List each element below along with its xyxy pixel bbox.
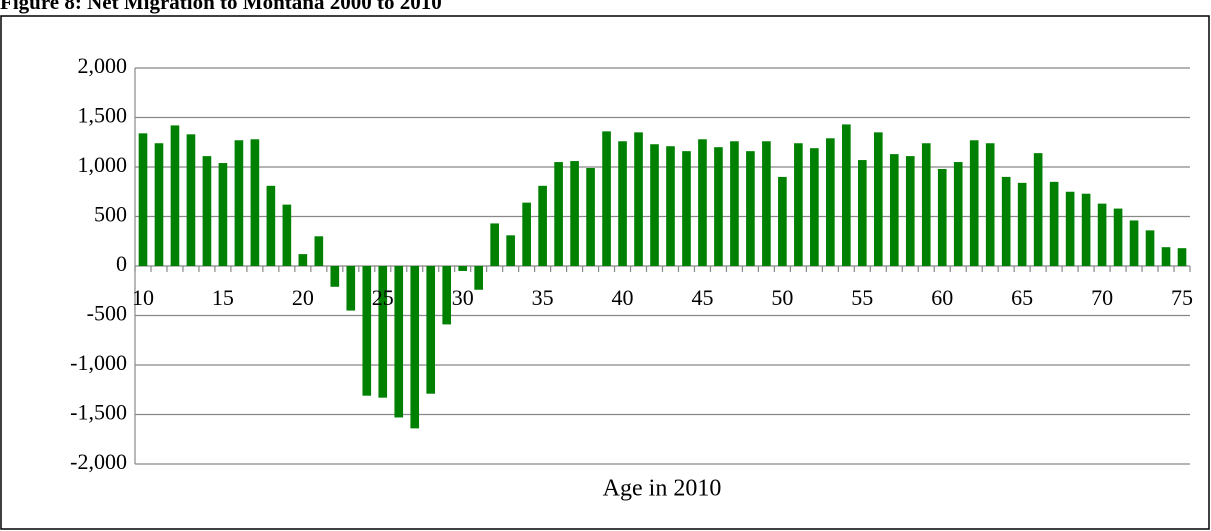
bar [714,147,723,266]
bar [378,266,388,398]
bar [346,266,356,311]
y-tick-label: 2,000 [78,53,128,78]
bar [522,202,531,266]
bar [202,156,212,266]
x-tick-label: 55 [851,285,873,310]
x-tick-label: 60 [931,285,953,310]
x-axis-label: Age in 2010 [603,476,722,502]
bar [394,266,404,418]
x-tick-label: 45 [691,285,713,310]
bar [1033,153,1043,266]
x-tick-label: 10 [132,285,154,310]
bar [282,204,292,266]
y-tick-label: 0 [116,251,127,276]
x-tick-label: 35 [532,285,554,310]
bar [410,266,420,429]
x-tick-label: 65 [1011,285,1033,310]
bar [330,266,340,287]
bar [442,266,452,325]
x-tick-label: 25 [372,285,394,310]
bar [650,144,659,266]
bar [234,140,244,266]
bar [570,161,579,266]
bar [490,223,499,266]
bar [1097,203,1107,266]
y-tick-label: 1,000 [78,152,128,177]
bar [826,138,835,266]
bar [842,124,851,267]
bar [554,162,563,266]
bar [857,160,867,266]
bar [458,266,468,271]
bar [1145,230,1155,266]
y-tick-label: -1,000 [70,350,127,375]
bar [634,132,643,266]
bar [1129,220,1139,266]
bar [218,163,228,266]
bar [794,143,803,266]
bar [921,143,931,266]
bar [1065,191,1075,266]
chart-title: Figure 8: Net Migration to Montana 2000 … [0,0,442,14]
bar [778,176,787,266]
bar [969,140,979,266]
bar [154,143,164,266]
bar [474,266,483,290]
bar [1049,181,1059,266]
bar [298,254,308,266]
y-tick-label: 1,500 [78,103,128,128]
bar [506,235,515,266]
y-tick-label: -1,500 [70,400,127,425]
bar [138,133,148,266]
bar [618,141,627,266]
bar [746,151,755,266]
bar [586,167,595,266]
x-tick-label: 20 [292,285,314,310]
bar [953,162,963,266]
bar [538,185,547,266]
bar [1017,182,1027,266]
bar [1001,176,1011,266]
x-tick-label: 75 [1171,285,1193,310]
y-tick-label: -500 [87,301,127,326]
bar [762,141,771,266]
bar [905,156,915,266]
bar [682,151,691,266]
y-tick-label: 500 [94,202,127,227]
bar [698,139,707,266]
bar [186,134,196,266]
bar [810,148,819,266]
bar [266,185,276,266]
x-tick-label: 40 [612,285,634,310]
x-tick-label: 70 [1091,285,1113,310]
bar [666,146,675,266]
x-tick-label: 15 [212,285,234,310]
y-tick-label: -2,000 [70,449,127,474]
bar [602,131,611,266]
bar [937,168,947,266]
bar [985,143,995,266]
chart-border [0,15,1210,530]
bar [1081,193,1091,266]
bar [426,266,436,394]
bar [250,139,260,266]
bar [873,132,883,266]
bar [889,154,899,266]
bar [1161,247,1171,266]
bar [314,236,324,266]
bar [730,141,739,266]
bar [1177,248,1187,266]
x-tick-label: 30 [452,285,474,310]
bar [170,125,180,266]
x-tick-label: 50 [771,285,793,310]
bar [362,266,372,396]
bar [1113,208,1123,266]
